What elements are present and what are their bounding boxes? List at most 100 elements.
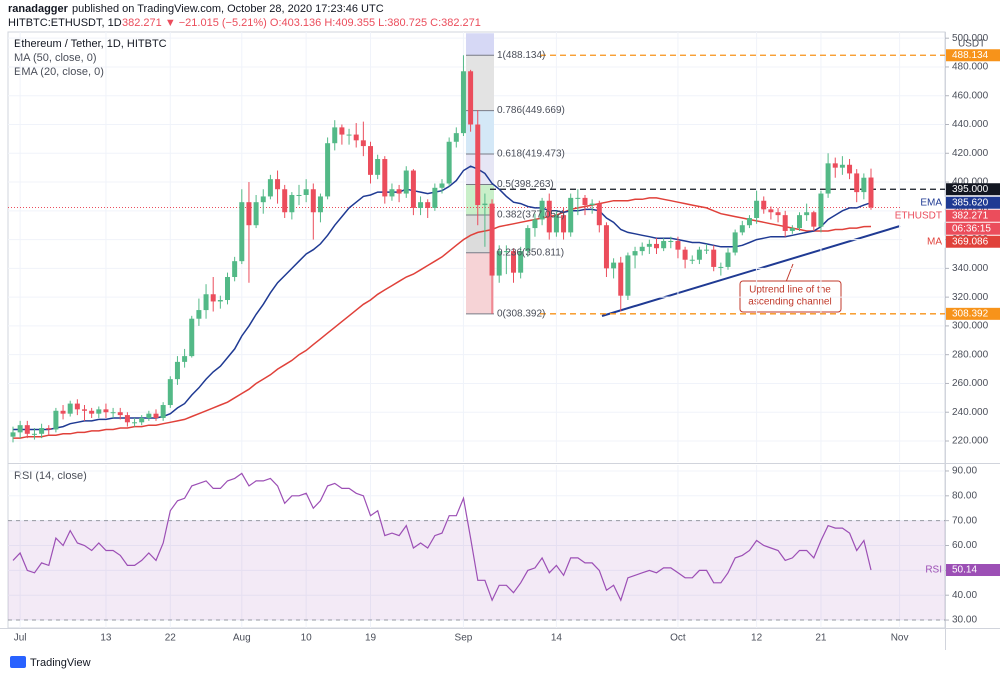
candle-body bbox=[167, 379, 173, 406]
currency: USDT bbox=[958, 39, 985, 50]
candle-body bbox=[189, 318, 195, 357]
candle-body bbox=[696, 249, 702, 260]
legend-ma: MA (50, close, 0) bbox=[14, 52, 97, 64]
candle-body bbox=[418, 202, 424, 208]
price-badge-label: 488.134 bbox=[952, 50, 989, 61]
price-badge bbox=[946, 183, 1000, 196]
candle-body bbox=[325, 143, 331, 197]
candle-body bbox=[160, 405, 166, 418]
candle-body bbox=[460, 71, 466, 134]
x-tick-label: 19 bbox=[365, 633, 377, 644]
candle-body bbox=[346, 134, 352, 136]
candle-body bbox=[96, 409, 102, 414]
candle-body bbox=[60, 410, 66, 414]
candle-body bbox=[17, 425, 23, 433]
candle-body bbox=[253, 202, 259, 226]
candle-body bbox=[668, 241, 674, 243]
candle-body bbox=[661, 241, 667, 249]
candle-body bbox=[246, 202, 252, 226]
candle-body bbox=[546, 200, 552, 233]
candle-body bbox=[839, 164, 845, 168]
countdown-label: 06:36:15 bbox=[952, 223, 991, 234]
fib-label: 0.236(350.811) bbox=[497, 247, 564, 258]
countdown-badge bbox=[946, 222, 1000, 235]
candle-body bbox=[725, 252, 731, 267]
y-tick-label: 340.000 bbox=[952, 263, 989, 274]
quote: 382.271 ▼ −21.015 (−5.21%) O:403.136 H:4… bbox=[122, 17, 481, 29]
fib-label: 1(488.134) bbox=[497, 50, 545, 61]
candle-body bbox=[618, 262, 624, 296]
candle-body bbox=[396, 189, 402, 194]
y-tick-label: 240.000 bbox=[952, 407, 989, 418]
x-tick-label: 10 bbox=[301, 633, 313, 644]
candle-body bbox=[682, 249, 688, 260]
fib-label: 0.5(398.263) bbox=[497, 179, 554, 190]
candle-body bbox=[475, 124, 481, 206]
fib-label: 0(308.392) bbox=[497, 308, 545, 319]
candle-body bbox=[67, 403, 73, 414]
candle-body bbox=[282, 189, 288, 213]
candle-body bbox=[718, 266, 724, 268]
candle-body bbox=[139, 417, 145, 423]
candle-body bbox=[260, 196, 266, 203]
candle-body bbox=[789, 228, 795, 231]
candle-body bbox=[804, 212, 810, 216]
candle-body bbox=[603, 225, 609, 269]
callout-text: ascending channel bbox=[748, 297, 831, 308]
candle-body bbox=[539, 200, 545, 220]
candle-body bbox=[511, 251, 516, 273]
value-badge-label: 50.14 bbox=[952, 565, 977, 576]
fib-zone bbox=[466, 252, 494, 314]
y-tick-label: 80.00 bbox=[952, 490, 977, 501]
author: ranadagger bbox=[8, 3, 69, 15]
y-tick-label: 480.000 bbox=[952, 62, 989, 73]
price-badge-label: 308.392 bbox=[952, 308, 989, 319]
price-badge bbox=[946, 307, 1000, 320]
x-tick-label: 12 bbox=[751, 633, 763, 644]
candle-body bbox=[453, 133, 459, 142]
candle-body bbox=[811, 212, 817, 227]
value-badge bbox=[946, 235, 1000, 248]
candle-body bbox=[468, 71, 474, 125]
candle-body bbox=[854, 173, 860, 193]
candle-body bbox=[503, 251, 509, 253]
candle-body bbox=[31, 433, 37, 435]
name-badge bbox=[902, 235, 945, 248]
candle-body bbox=[403, 170, 409, 194]
name-badge-label: EMA bbox=[920, 197, 942, 208]
y-tick-label: 40.00 bbox=[952, 590, 977, 601]
x-tick-label: 14 bbox=[551, 633, 563, 644]
candle-body bbox=[654, 243, 659, 249]
rsi-title: RSI (14, close) bbox=[14, 470, 87, 482]
y-tick-label: 30.00 bbox=[952, 615, 977, 626]
candle-body bbox=[24, 425, 30, 434]
callout-text: Uptrend line of the bbox=[749, 285, 831, 296]
value-badge-label: 382.271 bbox=[952, 210, 989, 221]
candle-body bbox=[582, 197, 588, 206]
y-tick-label: 460.000 bbox=[952, 90, 989, 101]
logo-icon bbox=[10, 656, 26, 668]
value-badge bbox=[946, 196, 1000, 209]
candle-body bbox=[389, 189, 395, 197]
y-tick-label: 420.000 bbox=[952, 148, 989, 159]
x-tick-label: 22 bbox=[165, 633, 177, 644]
candle-body bbox=[267, 179, 273, 197]
fib-zone bbox=[466, 215, 494, 253]
candle-body bbox=[761, 200, 767, 210]
candle-body bbox=[818, 193, 824, 227]
candle-body bbox=[375, 159, 381, 175]
x-tick-label: 21 bbox=[815, 633, 827, 644]
axes: 220.000 240.000 260.000 280.000 300.000 320.0… bbox=[14, 33, 1000, 644]
candle-body bbox=[825, 163, 831, 194]
x-tick-label: 13 bbox=[100, 633, 112, 644]
y-tick-label: 60.00 bbox=[952, 540, 977, 551]
candle-body bbox=[782, 215, 788, 231]
chart-title: Ethereum / Tether, 1D, HITBTC bbox=[14, 38, 167, 50]
legend-ema: EMA (20, close, 0) bbox=[14, 66, 104, 78]
price-badge bbox=[946, 49, 1000, 62]
candle-body bbox=[768, 209, 774, 213]
candle-body bbox=[239, 202, 245, 262]
rsi-pane bbox=[8, 465, 945, 628]
candle-body bbox=[775, 212, 781, 216]
candle-body bbox=[489, 203, 495, 276]
